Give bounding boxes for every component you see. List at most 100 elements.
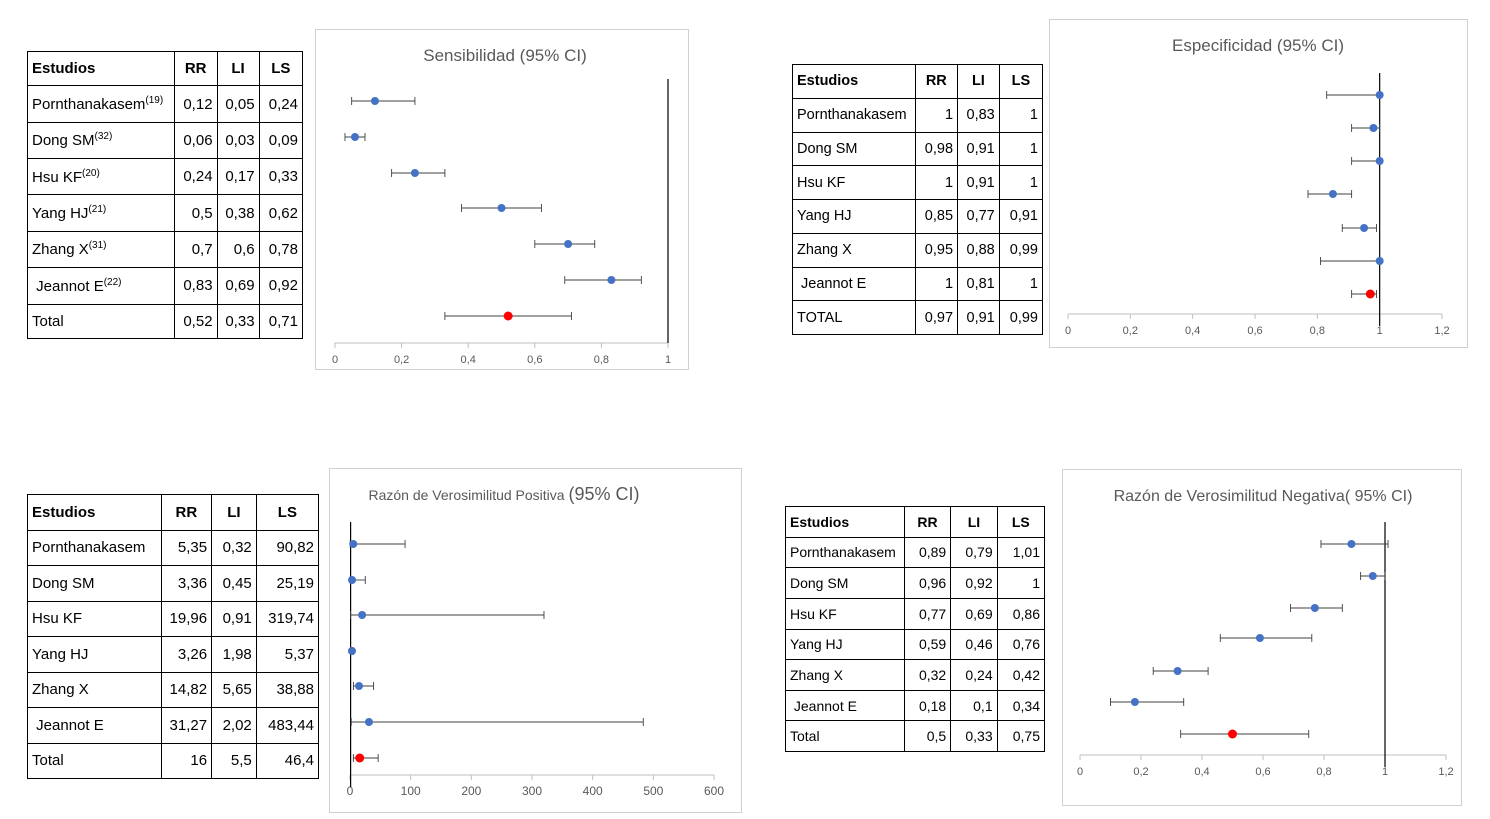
column-header: LI [211, 494, 257, 531]
ls-cell: 0,09 [258, 121, 304, 160]
table-row: Jeannot E 0,18 0,1 0,34 [785, 689, 1046, 722]
x-tick-label: 400 [583, 784, 603, 798]
study-cell: Yang HJ [27, 636, 162, 673]
reference-superscript: (20) [82, 167, 100, 179]
study-cell: Hsu KF [785, 597, 905, 630]
ls-cell: 46,4 [255, 742, 320, 779]
total-point [355, 753, 365, 763]
study-point [364, 718, 373, 726]
rr-cell: 0,5 [173, 194, 218, 232]
ls-cell: 1 [998, 97, 1044, 133]
rr-cell: 1 [914, 165, 959, 200]
study-name: Yang HJ [32, 205, 89, 223]
li-cell: 0,17 [216, 158, 260, 196]
study-cell: Pornthanakasem [785, 536, 905, 569]
study-point [410, 169, 419, 177]
table-row: Zhang X 0,32 0,24 0,42 [785, 659, 1046, 691]
study-cell: Total [785, 720, 905, 752]
rr-cell: 0,5 [903, 720, 952, 752]
ls-cell: 0,24 [258, 85, 304, 123]
study-cell: Hsu KF(20) [27, 158, 175, 196]
x-tick-label: 0 [1077, 766, 1083, 778]
column-header: Estudios [792, 64, 916, 99]
li-cell: 0,05 [216, 85, 260, 123]
ls-cell: 25,19 [255, 565, 320, 602]
total-point [1365, 289, 1375, 299]
especificidad-plot: Especificidad (95% CI) 0 0,2 0,4 0,6 0,8 1 1,2 [1065, 36, 1450, 337]
x-tick-label: 0 [347, 784, 354, 798]
study-name: Hsu KF [790, 605, 837, 622]
chart-title: Razón de Verosimilitud Negativa( 95% CI) [1114, 488, 1413, 505]
table-row: Jeannot E 31,27 2,02 483,44 [27, 707, 320, 744]
ls-cell: 5,37 [255, 636, 320, 673]
study-name: Zhang X [32, 241, 89, 259]
li-cell: 0,32 [211, 529, 257, 566]
study-name: Hsu KF [32, 610, 83, 628]
study-cell: Dong SM [27, 565, 162, 602]
study-point [1360, 224, 1369, 232]
x-tick-label: 0,2 [394, 354, 409, 366]
rr-cell: 0,18 [903, 689, 952, 722]
rv-positiva-table: Estudios RR LI LS Pornthanakasem 5,35 0,32 90,8… [27, 494, 320, 779]
ls-cell: 483,44 [255, 707, 320, 744]
sensibilidad-plot: Sensibilidad (95% CI) 0 0,2 0,4 0,6 0,8 1 [332, 46, 671, 366]
rr-cell: 14,82 [160, 671, 213, 708]
sensibilidad-table: Estudios RR LI LS Pornthanakasem(19) 0,12 0,05… [27, 50, 304, 339]
rv-negativa-table: Estudios RR LI LS Pornthanakasem 0,89 0,79 1,01… [785, 506, 1046, 752]
x-tick-label: 1 [1382, 766, 1388, 778]
table-row: Pornthanakasem 0,89 0,79 1,01 [785, 536, 1046, 569]
x-tick-label: 1,2 [1438, 766, 1453, 778]
rr-cell: 0,83 [173, 267, 218, 305]
rr-cell: 0,89 [903, 536, 952, 569]
rv-negativa-chart: Razón de Verosimilitud Negativa( 95% CI)… [1062, 469, 1462, 806]
column-header: RR [914, 64, 959, 99]
ls-cell: 319,74 [255, 600, 320, 637]
table-row: Zhang X 14,82 5,65 38,88 [27, 671, 320, 708]
li-cell: 0,46 [950, 628, 998, 661]
li-cell: 0,03 [216, 121, 260, 160]
study-point [350, 133, 359, 141]
study-point [1375, 157, 1384, 165]
table-row: Jeannot E(22) 0,83 0,69 0,92 [27, 267, 304, 305]
study-cell: Pornthanakasem [792, 97, 916, 133]
study-cell: Yang HJ [785, 628, 905, 661]
study-name: Yang HJ [797, 208, 852, 225]
study-point [349, 540, 358, 548]
li-cell: 0,33 [216, 303, 260, 339]
li-cell: 0,91 [957, 300, 1000, 335]
study-cell: Dong SM [785, 567, 905, 599]
study-name: Dong SM [32, 574, 95, 592]
x-tick-label: 300 [522, 784, 542, 798]
column-header: LI [957, 64, 1000, 99]
study-point [1255, 634, 1264, 642]
study-cell: Dong SM [792, 131, 916, 167]
rr-cell: 0,85 [914, 199, 959, 234]
study-point [1375, 91, 1384, 99]
x-tick-label: 0,2 [1123, 325, 1138, 337]
ls-cell: 0,42 [996, 659, 1046, 691]
study-cell: Hsu KF [792, 165, 916, 200]
study-cell: Hsu KF [27, 600, 162, 637]
study-cell: Zhang X [792, 232, 916, 268]
study-cell: Yang HJ [792, 199, 916, 234]
study-point [1369, 124, 1378, 132]
study-name: Pornthanakasem [32, 539, 146, 557]
table-row: Pornthanakasem 5,35 0,32 90,82 [27, 529, 320, 566]
study-name: Pornthanakasem [797, 107, 907, 124]
rr-cell: 0,7 [173, 230, 218, 269]
li-cell: 5,5 [211, 742, 257, 779]
ls-cell: 0,33 [258, 158, 304, 196]
ls-cell: 0,78 [258, 230, 304, 269]
study-point [1310, 604, 1319, 612]
table-row: Hsu KF 1 0,91 1 [792, 165, 1044, 200]
study-name: Dong SM [797, 140, 858, 157]
study-cell: Total [27, 742, 162, 779]
rr-cell: 16 [160, 742, 213, 779]
study-cell: Jeannot E [27, 707, 162, 744]
rr-cell: 1 [914, 266, 959, 302]
ls-cell: 1 [996, 567, 1046, 599]
li-cell: 0,81 [957, 266, 1000, 302]
study-point [370, 97, 379, 105]
column-header: RR [903, 506, 952, 538]
study-cell: Dong SM(32) [27, 121, 175, 160]
